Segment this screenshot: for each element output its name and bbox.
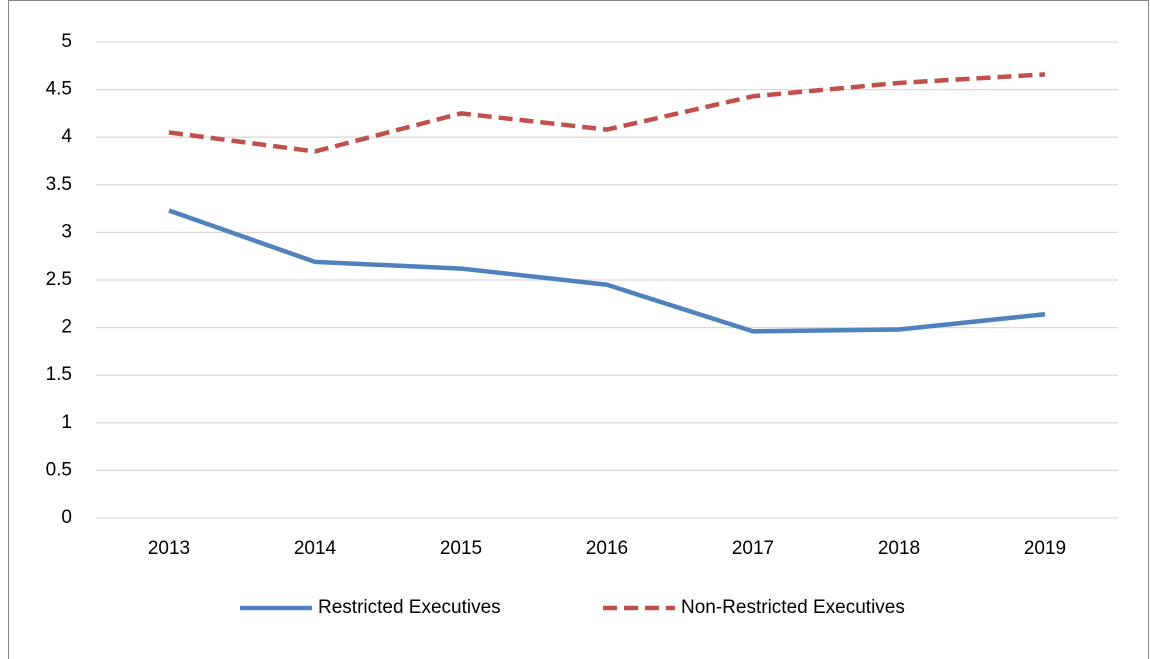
series-line [168,72,1046,154]
y-tick-label: 4 [61,126,72,147]
y-tick-label: 0.5 [46,459,72,480]
chart-frame [8,0,1149,659]
y-tick-label: 4.5 [46,79,72,100]
y-tick-label: 1.5 [46,364,72,385]
y-tick-label: 1 [61,412,72,433]
x-tick-label: 2017 [732,538,774,559]
y-tick-label: 3 [61,221,72,242]
x-tick-label: 2014 [294,538,337,559]
y-tick-label: 0 [61,507,72,528]
series-line [168,208,1046,334]
x-tick-label: 2018 [878,538,920,559]
x-tick-label: 2019 [1024,538,1066,559]
legend-label: Non-Restricted Executives [681,597,905,618]
x-tick-label: 2016 [586,538,628,559]
y-tick-label: 5 [61,31,72,52]
x-tick-label: 2013 [148,538,190,559]
y-tick-label: 2.5 [46,269,72,290]
legend-label: Restricted Executives [318,597,501,618]
y-tick-label: 2 [61,317,72,338]
x-tick-label: 2015 [440,538,482,559]
y-tick-label: 3.5 [46,174,72,195]
